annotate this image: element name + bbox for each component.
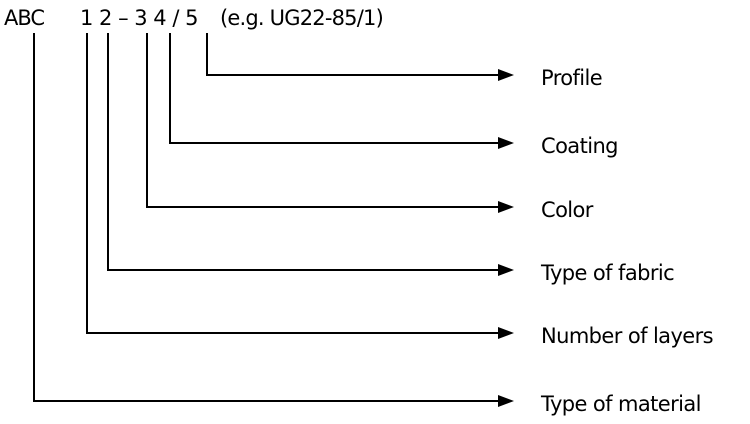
connector-line <box>169 33 500 144</box>
code-pattern: 1 2 – 3 4 / 5 <box>80 6 198 30</box>
code-prefix: ABC <box>4 6 45 30</box>
label-coating: Coating <box>541 134 618 158</box>
connector-line <box>146 33 500 208</box>
arrow-head-icon <box>498 69 514 81</box>
arrow-head-icon <box>498 264 514 276</box>
label-type-of-fabric: Type of fabric <box>541 261 675 285</box>
arrow-head-icon <box>498 137 514 149</box>
label-color: Color <box>541 198 593 222</box>
arrow-head-icon <box>498 395 514 407</box>
label-profile: Profile <box>541 66 603 90</box>
code-example: (e.g. UG22-85/1) <box>220 6 384 30</box>
arrow-head-icon <box>498 327 514 339</box>
connector-line <box>206 33 500 76</box>
connector-line <box>86 33 500 334</box>
arrow-head-icon <box>498 201 514 213</box>
connector-line <box>33 33 500 402</box>
connector-line <box>107 33 500 271</box>
label-type-of-material: Type of material <box>541 392 701 416</box>
label-number-of-layers: Number of layers <box>541 324 714 348</box>
